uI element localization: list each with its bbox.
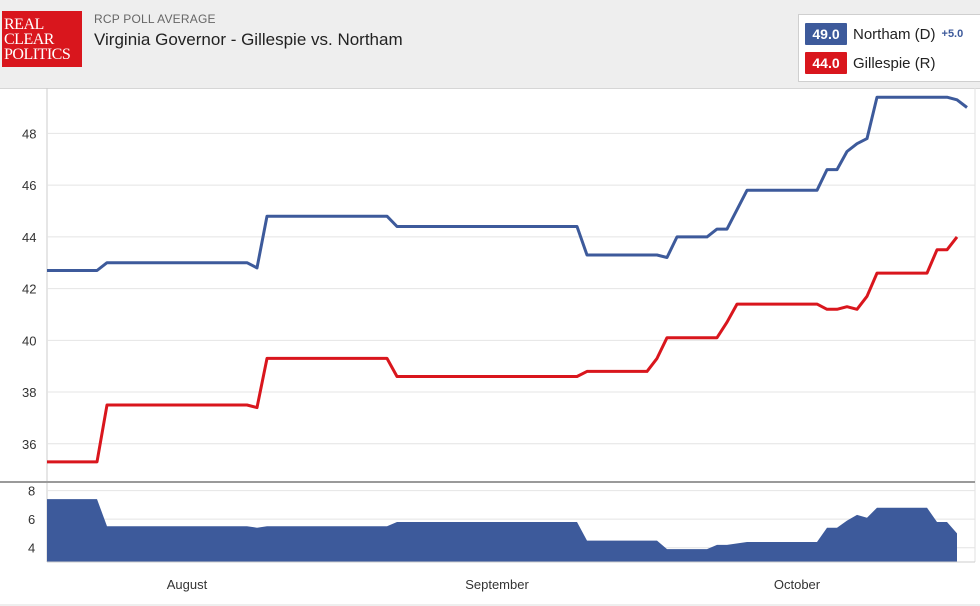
spread-y-tick-label: 6 [28, 512, 35, 527]
logo-line-2: CLEAR [4, 31, 54, 48]
logo-line-3: POLITICS [4, 46, 71, 63]
legend-name-gillespie: Gillespie (R) [853, 54, 936, 72]
y-tick-label: 36 [22, 437, 36, 452]
spread-y-tick-label: 8 [28, 484, 35, 499]
legend-item-gillespie[interactable]: 44.0 Gillespie (R) [805, 51, 936, 75]
y-tick-label: 48 [22, 126, 36, 141]
series-line-northam [47, 95, 968, 272]
x-tick-label-august: August [167, 577, 208, 592]
chart-title: Virginia Governor - Gillespie vs. Northa… [94, 30, 403, 49]
legend-value-northam: 49.0 [805, 23, 847, 45]
chart-header: REAL CLEAR POLITICS RCP POLL AVERAGE Vir… [0, 0, 980, 89]
x-tick-label-october: October [774, 577, 821, 592]
chart-subtitle: RCP POLL AVERAGE [94, 12, 216, 26]
spread-area [47, 499, 957, 562]
rcp-logo[interactable]: REAL CLEAR POLITICS [2, 11, 82, 67]
spread-y-tick-label: 4 [28, 541, 35, 556]
logo-line-1: REAL [4, 16, 44, 33]
legend-item-northam[interactable]: 49.0 Northam (D) +5.0 [805, 22, 963, 46]
y-tick-label: 46 [22, 178, 36, 193]
y-tick-label: 38 [22, 385, 36, 400]
legend: 49.0 Northam (D) +5.0 44.0 Gillespie (R) [798, 14, 980, 82]
x-tick-label-september: September [465, 577, 529, 592]
legend-spread: +5.0 [941, 28, 964, 40]
y-tick-label: 42 [22, 282, 36, 297]
y-tick-label: 40 [22, 333, 36, 348]
series-line-gillespie [47, 235, 959, 464]
legend-value-gillespie: 44.0 [805, 52, 847, 74]
legend-name-northam: Northam (D) [853, 25, 936, 43]
y-tick-label: 44 [22, 230, 36, 245]
